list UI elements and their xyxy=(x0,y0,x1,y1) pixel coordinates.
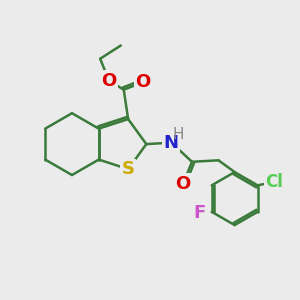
Text: F: F xyxy=(193,204,206,222)
Text: O: O xyxy=(135,73,151,91)
Text: O: O xyxy=(101,72,117,90)
Text: Cl: Cl xyxy=(265,173,283,191)
Text: N: N xyxy=(164,134,179,152)
Text: H: H xyxy=(172,127,184,142)
Text: O: O xyxy=(176,175,191,193)
Text: S: S xyxy=(122,160,135,178)
